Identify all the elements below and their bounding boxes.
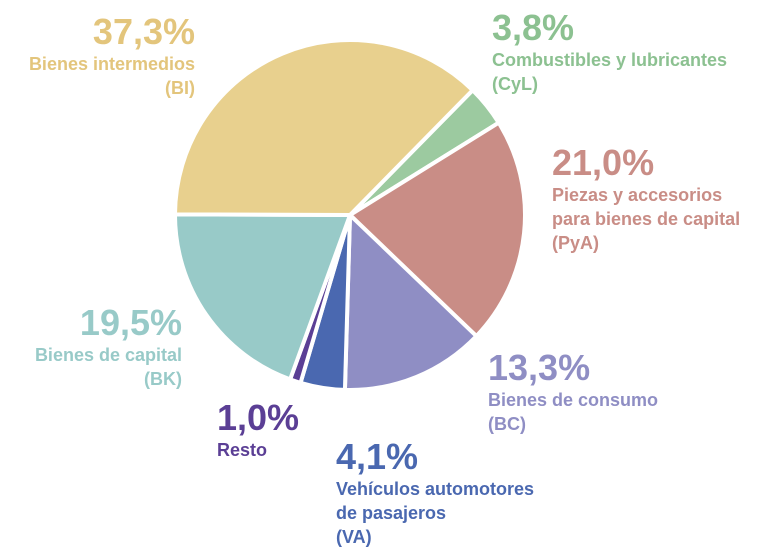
category-abbreviation: (BC): [488, 414, 526, 434]
category-abbreviation: (BI): [165, 78, 195, 98]
category-label: Vehículos automotores de pasajeros: [336, 479, 535, 523]
value-label: 4,1%: [336, 436, 419, 477]
slice-label: 21,0% Piezas y accesorios para bienes de …: [552, 143, 747, 255]
pie-slice: [173, 38, 475, 217]
pie-slice: [348, 120, 527, 339]
category-label: Bienes intermedios: [28, 54, 195, 74]
category-abbreviation: (BK): [144, 369, 182, 389]
value-label: 3,8%: [492, 7, 575, 48]
slice-label: 4,1% Vehículos automotores de pasajeros (V…: [336, 437, 546, 549]
slice-label: 19,5% Bienes de capital (BK): [35, 303, 182, 391]
category-label: Combustibles y lubricantes: [492, 50, 728, 70]
value-label: 13,3%: [488, 347, 591, 388]
slice-label: 1,0% Resto: [217, 398, 299, 462]
value-label: 37,3%: [92, 11, 195, 52]
slice-label: 37,3% Bienes intermedios (BI): [29, 12, 195, 100]
value-label: 19,5%: [79, 302, 182, 343]
category-abbreviation: (VA): [336, 527, 372, 547]
category-label: Piezas y accesorios para bienes de capit…: [552, 185, 741, 229]
pie-slice: [342, 213, 479, 392]
category-label: Resto: [217, 440, 268, 460]
pie-slice: [173, 212, 352, 382]
value-label: 21,0%: [552, 142, 655, 183]
category-abbreviation: (PyA): [552, 233, 600, 253]
category-label: Bienes de consumo: [488, 390, 659, 410]
category-abbreviation: (CyL): [492, 74, 538, 94]
value-label: 1,0%: [217, 397, 300, 438]
slice-label: 13,3% Bienes de consumo (BC): [488, 348, 658, 436]
slice-label: 3,8% Combustibles y lubricantes (CyL): [492, 8, 727, 96]
category-label: Bienes de capital: [34, 345, 182, 365]
